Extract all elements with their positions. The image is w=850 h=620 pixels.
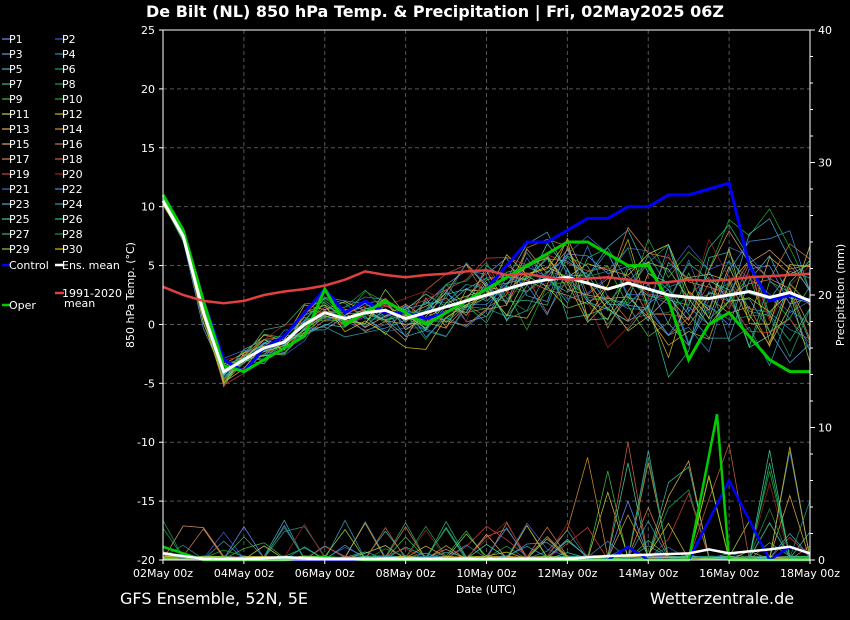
legend-label: P21 — [9, 183, 30, 196]
y-tick-label-left: 5 — [148, 260, 155, 273]
legend-label: P24 — [62, 198, 83, 211]
legend-label: Ens. mean — [62, 259, 120, 272]
footer-right: Wetterzentrale.de — [650, 589, 794, 608]
legend-label: P10 — [62, 93, 83, 106]
ens-mean-temp-line — [161, 200, 811, 374]
main-series — [161, 181, 811, 562]
legend-label: 1991-2020 — [62, 287, 122, 300]
legend-label: P6 — [62, 63, 76, 76]
member-temp-line — [162, 202, 811, 384]
x-tick-label: 02May 00z — [133, 567, 193, 580]
1991-2020-mean-temp-line — [162, 269, 811, 305]
y-tick-label-right: 10 — [818, 422, 832, 435]
legend-label: P25 — [9, 213, 30, 226]
legend-label: P15 — [9, 138, 30, 151]
legend-label: P11 — [9, 108, 30, 121]
legend-label: P26 — [62, 213, 83, 226]
y-tick-label-left: -20 — [137, 554, 155, 567]
member-temp-line — [162, 197, 811, 380]
legend-label: P7 — [9, 78, 23, 91]
y-axis-label-right: Precipitation (mm) — [834, 244, 847, 346]
x-tick-label: 18May 00z — [780, 567, 840, 580]
x-tick-label: 12May 00z — [537, 567, 597, 580]
legend-label: P12 — [62, 108, 83, 121]
member-temp-line — [162, 200, 811, 359]
legend-label: P19 — [9, 168, 30, 181]
legend-label: P16 — [62, 138, 83, 151]
oper-temp-line — [161, 194, 810, 374]
legend-label: P4 — [62, 48, 76, 61]
x-tick-label: 06May 00z — [295, 567, 355, 580]
x-tick-label: 08May 00z — [376, 567, 436, 580]
legend-label: P23 — [9, 198, 30, 211]
legend-label: P8 — [62, 78, 76, 91]
legend-label: P27 — [9, 228, 30, 241]
y-tick-label-left: -15 — [137, 495, 155, 508]
member-temp-line — [162, 199, 811, 374]
y-tick-label-left: 15 — [141, 142, 155, 155]
x-axis-label: Date (UTC) — [456, 583, 516, 596]
legend-label: P9 — [9, 93, 23, 106]
y-tick-label-left: 20 — [141, 83, 155, 96]
x-tick-label: 16May 00z — [699, 567, 759, 580]
y-tick-label-right: 0 — [818, 554, 825, 567]
member-precip-line — [162, 457, 811, 561]
legend-label: P30 — [62, 243, 83, 256]
member-temp-line — [162, 201, 811, 365]
y-tick-label-left: -5 — [144, 377, 155, 390]
footer-left: GFS Ensemble, 52N, 5E — [120, 589, 308, 608]
y-tick-label-left: 0 — [148, 318, 155, 331]
legend-label: P17 — [9, 153, 30, 166]
right-axis-ticks: 40 30 20 10 0 — [810, 24, 832, 567]
legend-label: Oper — [9, 299, 36, 312]
y-tick-label-right: 20 — [818, 289, 832, 302]
legend: P1 P2 P3 P4 P5 P6 P7 P8 P9 P10 P11 P12 P13 P14 P15 P16 P… — [2, 33, 122, 312]
x-axis-ticks: 02May 00z 04May 00z 06May 00z 08May 00z 10Ma… — [133, 560, 840, 580]
chart-title: De Bilt (NL) 850 hPa Temp. & Precipitati… — [146, 2, 724, 22]
legend-label: P28 — [62, 228, 83, 241]
x-tick-label: 04May 00z — [214, 567, 274, 580]
legend-label: P1 — [9, 33, 23, 46]
member-temp-line — [162, 200, 811, 377]
legend-label: P20 — [62, 168, 83, 181]
legend-label: Control — [9, 259, 49, 272]
legend-label: P29 — [9, 243, 30, 256]
legend-label: P14 — [62, 123, 83, 136]
legend-label: mean — [64, 297, 95, 310]
ens-mean-precip-line — [162, 545, 811, 560]
legend-label: P2 — [62, 33, 76, 46]
legend-label: P22 — [62, 183, 83, 196]
member-temp-line — [162, 196, 811, 373]
y-tick-label-left: 25 — [141, 24, 155, 37]
y-tick-label-right: 40 — [818, 24, 832, 37]
legend-label: P3 — [9, 48, 23, 61]
y-tick-label-left: 10 — [141, 201, 155, 214]
x-tick-label: 10May 00z — [456, 567, 516, 580]
left-axis-ticks: 25 20 15 10 5 0 -5 -10 -15 -20 — [137, 24, 163, 567]
y-tick-label-left: -10 — [137, 436, 155, 449]
x-tick-label: 14May 00z — [618, 567, 678, 580]
legend-label: P13 — [9, 123, 30, 136]
legend-label: P18 — [62, 153, 83, 166]
y-axis-label-left: 850 hPa Temp. (°C) — [124, 242, 137, 348]
y-tick-label-right: 30 — [818, 157, 832, 170]
legend-label: P5 — [9, 63, 23, 76]
